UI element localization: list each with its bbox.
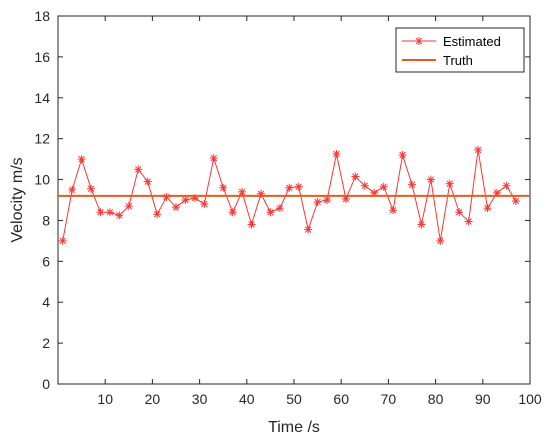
estimated-point — [105, 208, 114, 217]
x-tick-label: 20 — [145, 391, 161, 407]
y-axis-ticks: 0 2 4 6 8 10 12 14 16 18 — [34, 8, 530, 392]
y-tick-label: 8 — [42, 212, 50, 228]
estimated-point — [275, 204, 284, 213]
x-tick-label: 100 — [518, 391, 542, 407]
legend-estimated-marker-icon — [415, 37, 423, 45]
x-tick-label: 80 — [428, 391, 444, 407]
estimated-point — [426, 175, 435, 184]
estimated-point — [143, 177, 152, 186]
y-tick-label: 2 — [42, 335, 50, 351]
y-tick-label: 14 — [34, 90, 50, 106]
series-layer — [58, 145, 530, 245]
estimated-point — [323, 196, 332, 204]
y-axis-label: Velocity m/s — [9, 157, 26, 242]
y-tick-label: 12 — [34, 131, 50, 147]
estimated-point — [455, 208, 464, 217]
estimated-point — [115, 211, 124, 220]
y-tick-label: 4 — [42, 294, 50, 310]
y-tick-label: 16 — [34, 49, 50, 65]
legend-estimated-label: Estimated — [443, 34, 501, 49]
x-tick-label: 30 — [192, 391, 208, 407]
estimated-point — [96, 208, 105, 217]
estimated-point — [162, 192, 171, 201]
legend-truth-label: Truth — [443, 53, 473, 68]
estimated-point — [266, 208, 275, 217]
legend: Estimated Truth — [395, 27, 525, 73]
estimated-point — [511, 197, 520, 206]
estimated-point — [313, 198, 322, 207]
legend-asterisk-icon — [415, 37, 423, 45]
estimated-point — [153, 210, 162, 219]
estimated-point — [360, 181, 369, 190]
estimated-point — [445, 179, 454, 188]
x-tick-label: 70 — [381, 391, 397, 407]
estimated-point — [341, 194, 350, 203]
plot-area — [57, 15, 531, 385]
y-tick-label: 18 — [34, 8, 50, 24]
estimated-point — [228, 208, 237, 217]
x-tick-label: 10 — [97, 391, 113, 407]
estimated-point — [77, 155, 86, 164]
estimated-point — [464, 217, 473, 226]
estimated-point — [408, 180, 416, 189]
estimated-point — [304, 225, 313, 234]
estimated-point — [398, 151, 407, 160]
estimated-point — [247, 220, 256, 229]
estimated-point — [181, 196, 190, 204]
x-tick-label: 40 — [239, 391, 255, 407]
estimated-point — [417, 220, 426, 229]
estimated-point — [172, 203, 180, 212]
estimated-point — [389, 206, 398, 215]
x-axis-ticks: 10 20 30 40 50 60 70 80 90 100 — [97, 16, 542, 407]
estimated-point — [87, 184, 96, 193]
estimated-point — [124, 202, 133, 211]
y-tick-label: 6 — [42, 253, 50, 269]
estimated-point — [209, 154, 218, 163]
legend-box — [395, 27, 525, 73]
x-tick-label: 90 — [475, 391, 491, 407]
estimated-point — [436, 236, 445, 245]
estimated-point — [474, 145, 483, 154]
estimated-point — [68, 185, 77, 194]
estimated-point — [483, 204, 492, 213]
estimated-point — [351, 172, 360, 181]
estimated-point — [332, 150, 341, 158]
y-tick-label: 10 — [34, 172, 50, 188]
estimated-point — [294, 182, 303, 191]
estimated-point — [58, 236, 67, 245]
estimated-point — [134, 165, 143, 174]
x-tick-label: 50 — [286, 391, 302, 407]
y-tick-label: 0 — [42, 376, 50, 392]
estimated-point — [379, 182, 388, 191]
estimated-point — [200, 200, 209, 209]
x-tick-label: 60 — [333, 391, 349, 407]
estimated-point — [238, 187, 247, 196]
estimated-point — [285, 183, 294, 192]
estimated-point — [502, 181, 511, 190]
estimated-point — [219, 183, 228, 192]
x-axis-label: Time /s — [268, 419, 320, 436]
